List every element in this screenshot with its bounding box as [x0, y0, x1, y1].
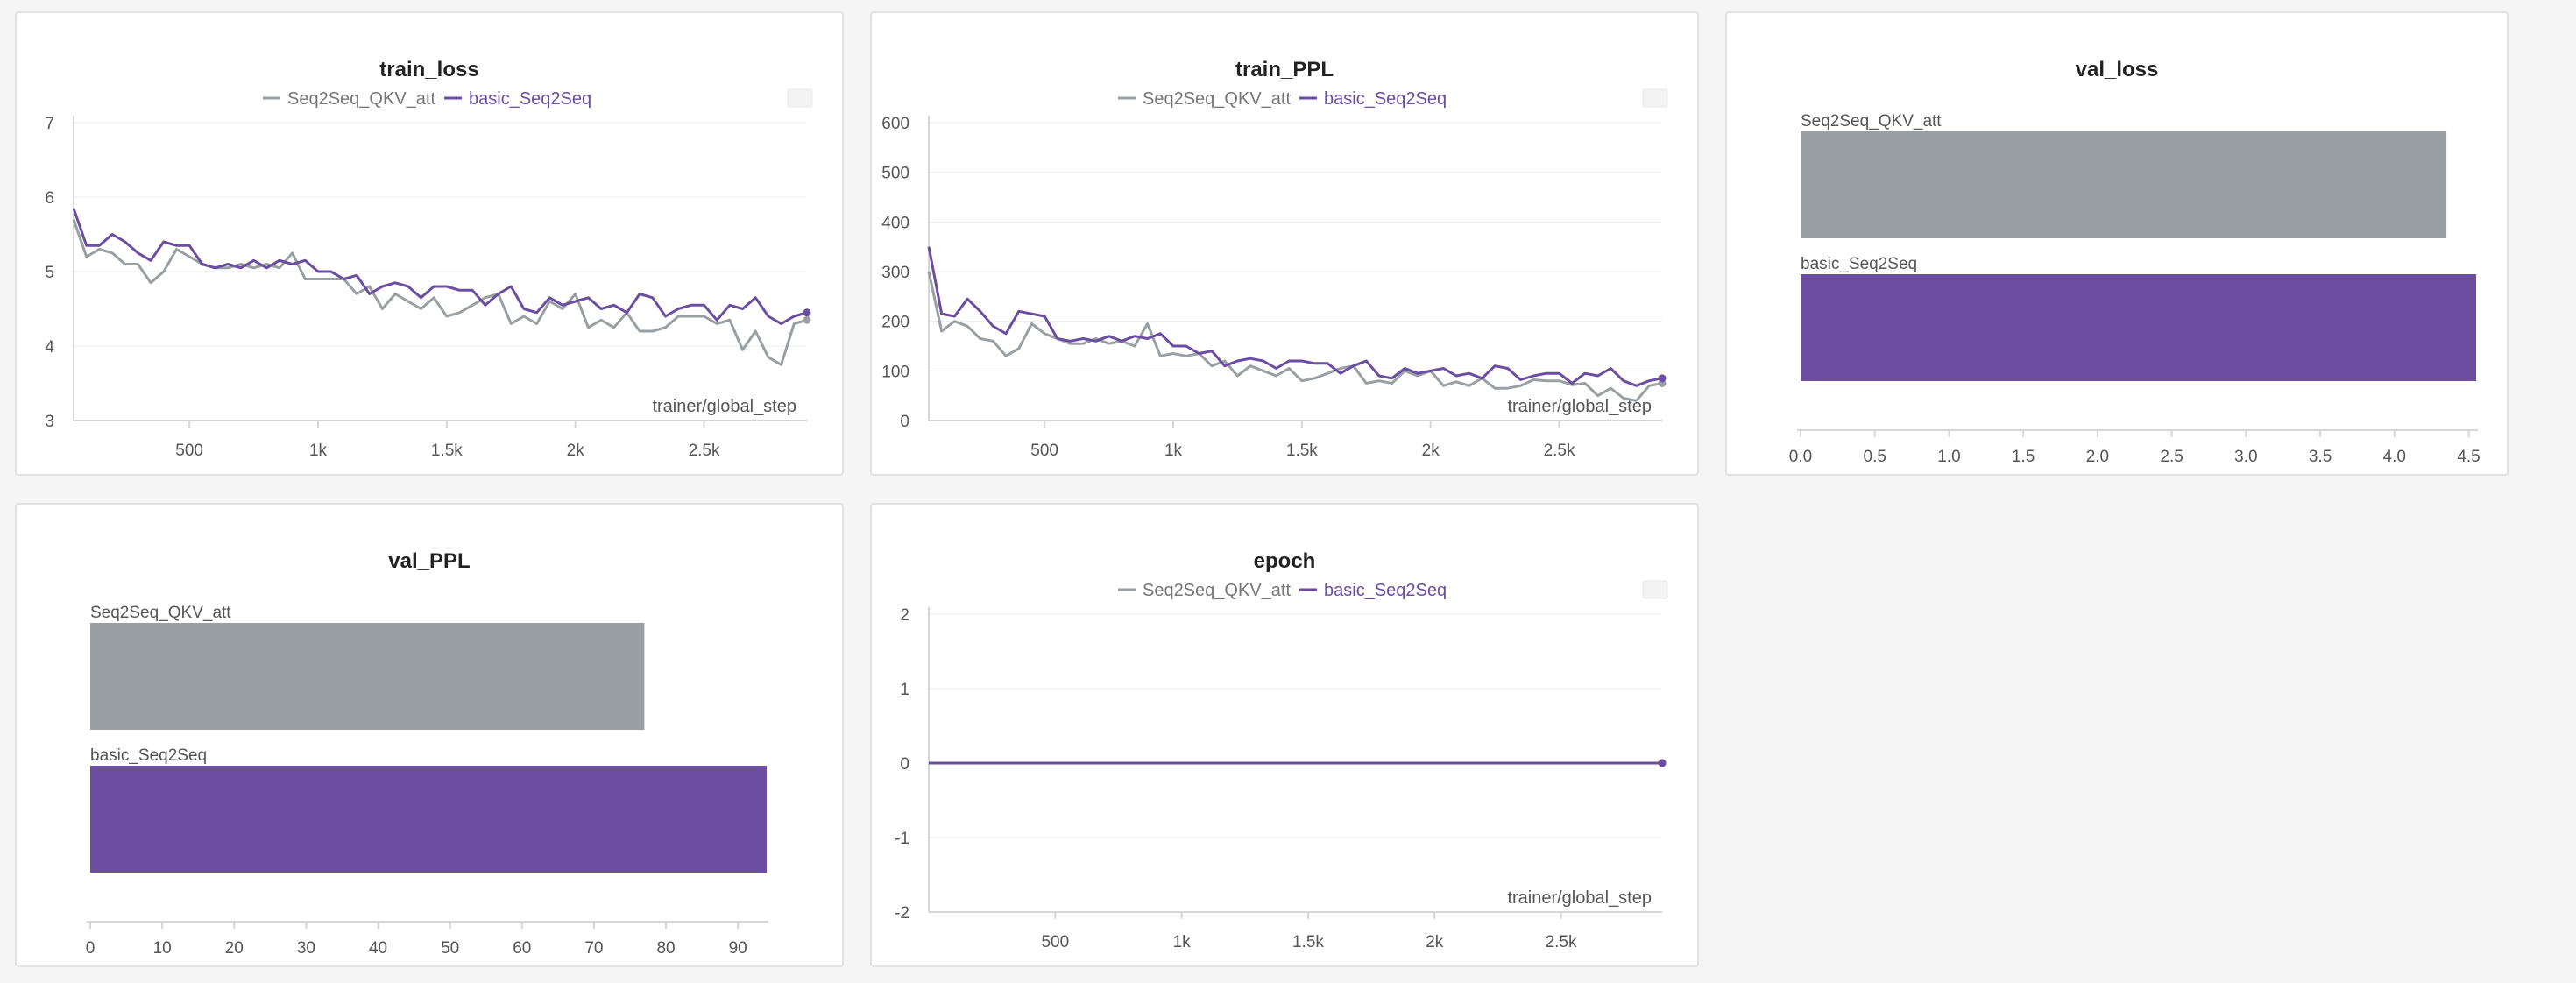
legend-toggle-button[interactable] — [787, 88, 813, 108]
x-tick-label: 1.5 — [2012, 448, 2035, 466]
x-tick-label: 60 — [513, 939, 531, 958]
chart-panel-train-ppl: train_PPL Seq2Seq_QKV_att basic_Seq2Seq 0 10… — [870, 11, 1699, 476]
x-tick-label: 1k — [1164, 442, 1183, 460]
bar-label-basic-seq2seq: basic_Seq2Seq — [90, 746, 207, 765]
bar-label-seq2seq-qkv-att: Seq2Seq_QKV_att — [90, 604, 231, 622]
chart-panel-epoch: epoch Seq2Seq_QKV_att basic_Seq2Seq -2 -1 0 1 2… — [870, 503, 1699, 967]
legend-item-basic-seq2seq[interactable]: basic_Seq2Seq — [1324, 581, 1447, 600]
chart-title: val_loss — [2076, 58, 2159, 81]
series-end-point — [1658, 374, 1667, 383]
series-line-basic-seq2seq — [927, 246, 1663, 387]
x-tick-label: 0.5 — [1864, 448, 1886, 466]
y-tick-label: 300 — [881, 264, 909, 282]
x-tick-label: 1.5k — [1292, 933, 1324, 951]
y-tick-label: -2 — [895, 904, 909, 923]
y-tick-label: 500 — [881, 165, 909, 183]
x-tick-label: 90 — [729, 939, 747, 958]
chart-train-ppl: train_PPL Seq2Seq_QKV_att basic_Seq2Seq 0 10… — [881, 58, 1668, 460]
chart-panel-val-loss: val_loss Seq2Seq_QKV_att basic_Seq2Seq 0.0 0… — [1725, 11, 2509, 476]
x-axis-title: trainer/global_step — [652, 397, 796, 416]
bar-label-basic-seq2seq: basic_Seq2Seq — [1801, 255, 1917, 273]
legend-toggle-button[interactable] — [1642, 580, 1668, 599]
x-tick-label: 4.0 — [2383, 448, 2406, 466]
x-tick-label: 30 — [297, 939, 315, 958]
x-tick-label: 4.5 — [2457, 448, 2480, 466]
series-end-point — [803, 308, 811, 317]
chart-val-loss: val_loss Seq2Seq_QKV_att basic_Seq2Seq 0.0 0… — [1789, 58, 2480, 466]
y-tick-label: 0 — [900, 413, 909, 431]
y-tick-label: 600 — [881, 115, 909, 133]
y-tick-label: 400 — [881, 214, 909, 232]
x-tick-label: 2.0 — [2086, 448, 2109, 466]
chart-val-ppl: val_PPL Seq2Seq_QKV_att basic_Seq2Seq 0 10 20… — [86, 549, 768, 958]
x-tick-label: 1k — [309, 442, 328, 460]
legend-toggle-button[interactable] — [1642, 88, 1668, 108]
chart-title: val_PPL — [388, 549, 470, 573]
bar-basic-seq2seq[interactable] — [1801, 274, 2476, 381]
x-tick-label: 500 — [175, 442, 203, 460]
legend-item-seq2seq-qkv-att[interactable]: Seq2Seq_QKV_att — [1143, 89, 1291, 109]
y-tick-label: 3 — [45, 413, 54, 431]
series-end-point — [803, 315, 811, 324]
x-tick-label: 0.0 — [1789, 448, 1812, 466]
x-tick-label: 2.5k — [689, 442, 720, 460]
x-tick-label: 2k — [1426, 933, 1444, 951]
x-tick-label: 500 — [1030, 442, 1058, 460]
bar-label-seq2seq-qkv-att: Seq2Seq_QKV_att — [1801, 112, 1942, 131]
x-tick-label: 20 — [225, 939, 244, 958]
bar-basic-seq2seq[interactable] — [90, 766, 767, 873]
series-line-basic-seq2seq — [72, 208, 808, 325]
x-tick-label: 2k — [1422, 442, 1440, 460]
x-tick-label: 1.5k — [1286, 442, 1318, 460]
series-line-seq2seq-qkv-att — [72, 219, 808, 366]
x-tick-label: 10 — [153, 939, 172, 958]
y-tick-label: 7 — [45, 115, 54, 133]
x-tick-label: 2.5k — [1546, 933, 1577, 951]
legend-item-seq2seq-qkv-att[interactable]: Seq2Seq_QKV_att — [287, 89, 435, 109]
y-tick-label: 1 — [900, 681, 909, 699]
x-tick-label: 80 — [656, 939, 675, 958]
x-tick-label: 2.5 — [2160, 448, 2183, 466]
chart-title: train_loss — [379, 58, 478, 81]
legend-item-seq2seq-qkv-att[interactable]: Seq2Seq_QKV_att — [1143, 581, 1291, 600]
chart-panel-val-ppl: val_PPL Seq2Seq_QKV_att basic_Seq2Seq 0 10 20… — [15, 503, 844, 967]
chart-train-loss: train_loss Seq2Seq_QKV_att basic_Seq2Seq 3 4… — [45, 58, 813, 460]
chart-title: epoch — [1254, 549, 1316, 573]
x-tick-label: 1k — [1173, 933, 1192, 951]
y-tick-label: 5 — [45, 264, 54, 282]
x-tick-label: 50 — [441, 939, 459, 958]
y-tick-label: 200 — [881, 314, 909, 332]
y-tick-label: 6 — [45, 189, 54, 208]
chart-title: train_PPL — [1235, 58, 1334, 81]
x-axis-title: trainer/global_step — [1507, 888, 1652, 908]
x-tick-label: 40 — [369, 939, 387, 958]
x-axis-title: trainer/global_step — [1507, 397, 1652, 416]
series-line-seq2seq-qkv-att — [927, 271, 1663, 402]
y-tick-label: -1 — [895, 830, 909, 848]
legend-item-basic-seq2seq[interactable]: basic_Seq2Seq — [469, 89, 591, 109]
x-tick-label: 1.0 — [1937, 448, 1960, 466]
legend-item-basic-seq2seq[interactable]: basic_Seq2Seq — [1324, 89, 1447, 109]
x-tick-label: 0 — [86, 939, 96, 958]
series-end-point — [1658, 759, 1667, 767]
chart-panel-train-loss: train_loss Seq2Seq_QKV_att basic_Seq2Seq 3 4… — [15, 11, 844, 476]
x-tick-label: 2k — [567, 442, 585, 460]
y-tick-label: 2 — [900, 606, 909, 625]
x-tick-label: 3.0 — [2234, 448, 2257, 466]
x-tick-label: 70 — [584, 939, 603, 958]
bar-seq2seq-qkv-att[interactable] — [90, 623, 645, 730]
x-tick-label: 2.5k — [1544, 442, 1575, 460]
x-tick-label: 500 — [1041, 933, 1069, 951]
x-tick-label: 3.5 — [2309, 448, 2332, 466]
chart-epoch: epoch Seq2Seq_QKV_att basic_Seq2Seq -2 -1 0 1 2… — [895, 549, 1668, 951]
y-tick-label: 4 — [45, 338, 54, 357]
x-tick-label: 1.5k — [431, 442, 463, 460]
y-tick-label: 0 — [900, 755, 909, 774]
bar-seq2seq-qkv-att[interactable] — [1801, 131, 2447, 238]
y-tick-label: 100 — [881, 363, 909, 381]
